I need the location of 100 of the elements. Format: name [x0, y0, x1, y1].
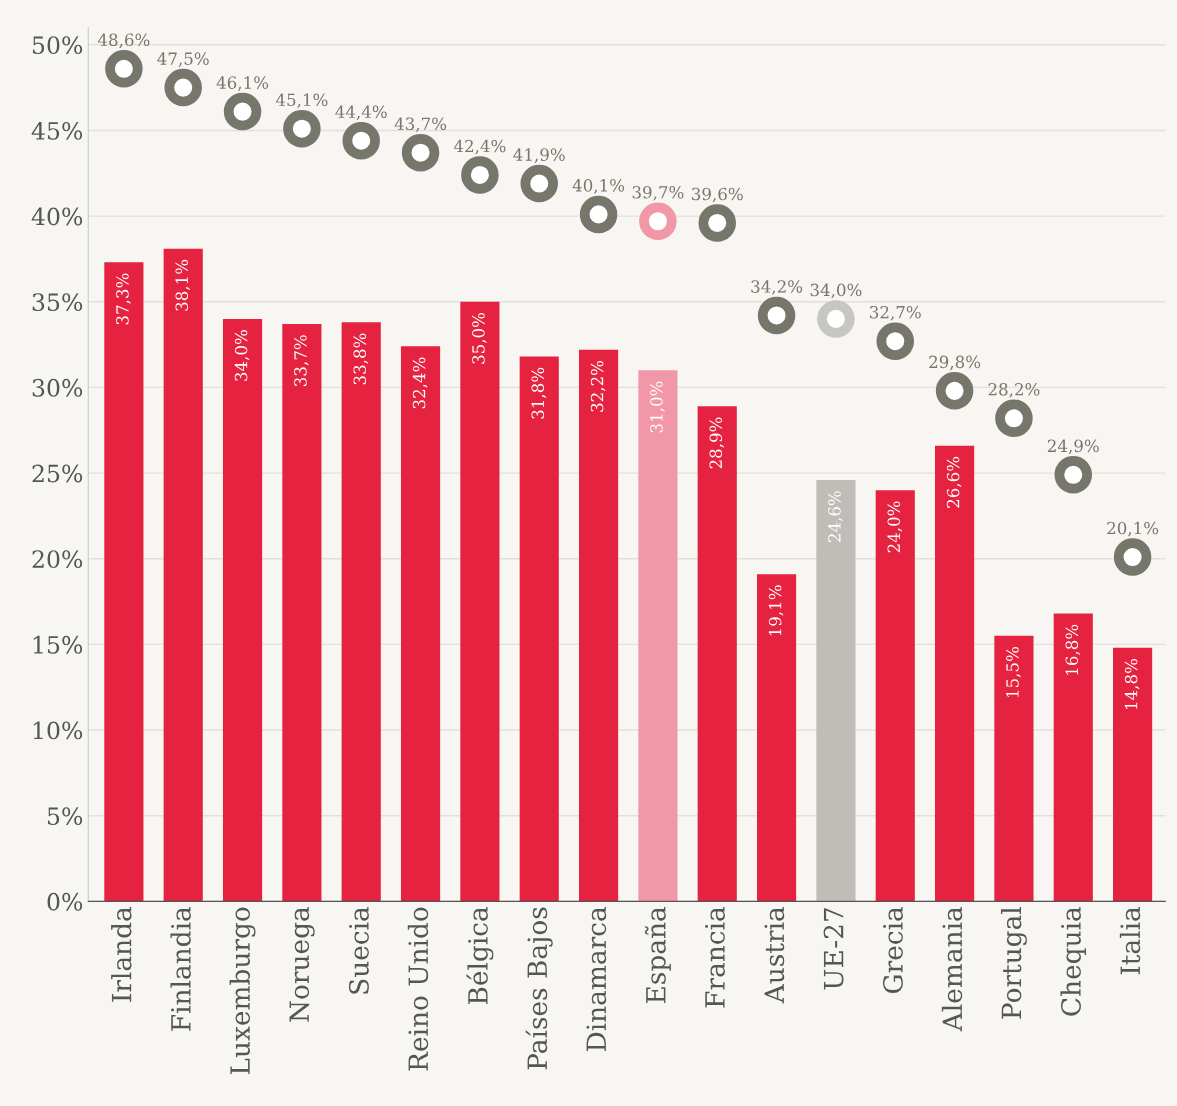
data-label: 33,7%: [294, 335, 309, 386]
data-label: 48,6%: [97, 33, 150, 49]
data-label: 14,8%: [1124, 659, 1140, 710]
point: [461, 156, 499, 194]
bar: [400, 346, 441, 902]
point: [995, 399, 1033, 438]
data-label: 39,7%: [632, 185, 684, 201]
x-tick-label: Suecia: [348, 907, 369, 994]
point: [817, 300, 855, 338]
y-tick-label: 30%: [32, 378, 83, 397]
bar: [519, 356, 559, 902]
point: [935, 372, 974, 410]
x-tick-label: Portugal: [1000, 907, 1027, 1019]
x-tick-label: Alemania: [941, 907, 963, 1032]
bar: [697, 406, 737, 902]
data-label: 42,4%: [453, 139, 506, 155]
x-tick-label: Países Bajos: [525, 907, 553, 1070]
data-label: 19,1%: [768, 585, 784, 636]
data-label: 32,4%: [412, 357, 428, 409]
x-tick-label: Bélgica: [466, 907, 494, 1005]
data-label: 28,9%: [709, 417, 725, 469]
x-tick-label: Austria: [764, 907, 785, 1004]
bar: [341, 322, 381, 902]
bar: [578, 349, 619, 902]
data-label: 46,1%: [216, 76, 269, 91]
y-tick-label: 15%: [33, 635, 83, 654]
y-tick-label: 5%: [47, 807, 83, 826]
point: [579, 195, 618, 234]
x-tick-label: Italia: [1119, 907, 1141, 975]
point: [698, 204, 736, 242]
x-tick-label: Francia: [705, 907, 725, 1008]
point: [342, 121, 380, 160]
y-tick-label: 20%: [32, 550, 83, 569]
data-label: 34,0%: [234, 330, 250, 381]
data-label: 43,7%: [394, 117, 447, 133]
data-label: 16,8%: [1065, 624, 1081, 675]
data-label: 39,6%: [692, 187, 743, 203]
data-label: 24,0%: [887, 501, 903, 553]
data-label: 15,5%: [1006, 647, 1021, 698]
data-label: 44,4%: [335, 105, 387, 121]
data-label: 24,6%: [828, 491, 843, 543]
data-label: 34,2%: [751, 280, 803, 295]
data-label: 40,1%: [572, 179, 625, 194]
x-tick-label: Reino Unido: [407, 907, 429, 1071]
data-label: 26,6%: [946, 456, 962, 508]
bar: [1113, 647, 1153, 902]
bar: [1053, 613, 1093, 902]
y-tick-label: 35%: [32, 293, 83, 312]
x-tick-label: Luxemburgo: [229, 907, 256, 1075]
data-label: 38,1%: [175, 259, 191, 311]
x-tick-label: UE-27: [823, 908, 844, 990]
bar: [638, 370, 678, 902]
point: [164, 68, 202, 107]
x-tick-label: Finlandia: [170, 907, 191, 1031]
point: [1054, 456, 1093, 494]
data-label: 37,3%: [116, 273, 131, 325]
bar: [460, 301, 500, 902]
data-label: 35,0%: [472, 312, 487, 364]
x-tick-label: Noruega: [289, 907, 315, 1022]
y-tick-label: 10%: [33, 721, 83, 740]
y-tick-label: 25%: [32, 464, 83, 483]
data-label: 32,7%: [870, 305, 921, 321]
data-label: 34,0%: [810, 283, 862, 299]
y-tick-label: 40%: [31, 207, 83, 226]
bar: [104, 262, 144, 902]
bar: [994, 635, 1034, 902]
data-label: 20,1%: [1107, 521, 1159, 537]
data-label: 31,8%: [531, 367, 547, 419]
data-label: 32,2%: [590, 360, 606, 412]
x-tick-label: España: [644, 907, 671, 1003]
point: [223, 92, 262, 131]
data-label: 41,9%: [513, 148, 565, 163]
y-tick-label: 45%: [31, 121, 83, 140]
point: [401, 133, 440, 172]
point: [105, 50, 143, 88]
data-label: 45,1%: [275, 93, 328, 109]
bar: [163, 248, 203, 902]
bar: [222, 318, 263, 902]
bar: [282, 324, 322, 902]
bar: [816, 479, 856, 902]
point: [639, 202, 677, 240]
data-label: 33,8%: [353, 333, 369, 385]
point: [520, 164, 558, 203]
x-tick-label: Irlanda: [111, 907, 132, 1002]
x-tick-label: Grecia: [882, 907, 903, 994]
bar: [757, 574, 797, 902]
data-label: 28,2%: [988, 382, 1040, 398]
data-label: 31,0%: [650, 381, 665, 433]
data-label: 24,9%: [1047, 439, 1099, 455]
bar: [875, 490, 915, 902]
point: [1113, 538, 1152, 576]
y-tick-label: 50%: [32, 36, 83, 55]
bar: [935, 445, 975, 902]
x-tick-label: Dinamarca: [586, 907, 607, 1052]
point: [876, 322, 914, 360]
point: [283, 109, 321, 148]
y-tick-label: 0%: [47, 892, 83, 911]
data-label: 47,5%: [157, 52, 209, 67]
point: [757, 296, 796, 335]
x-tick-label: Chequia: [1060, 907, 1087, 1016]
